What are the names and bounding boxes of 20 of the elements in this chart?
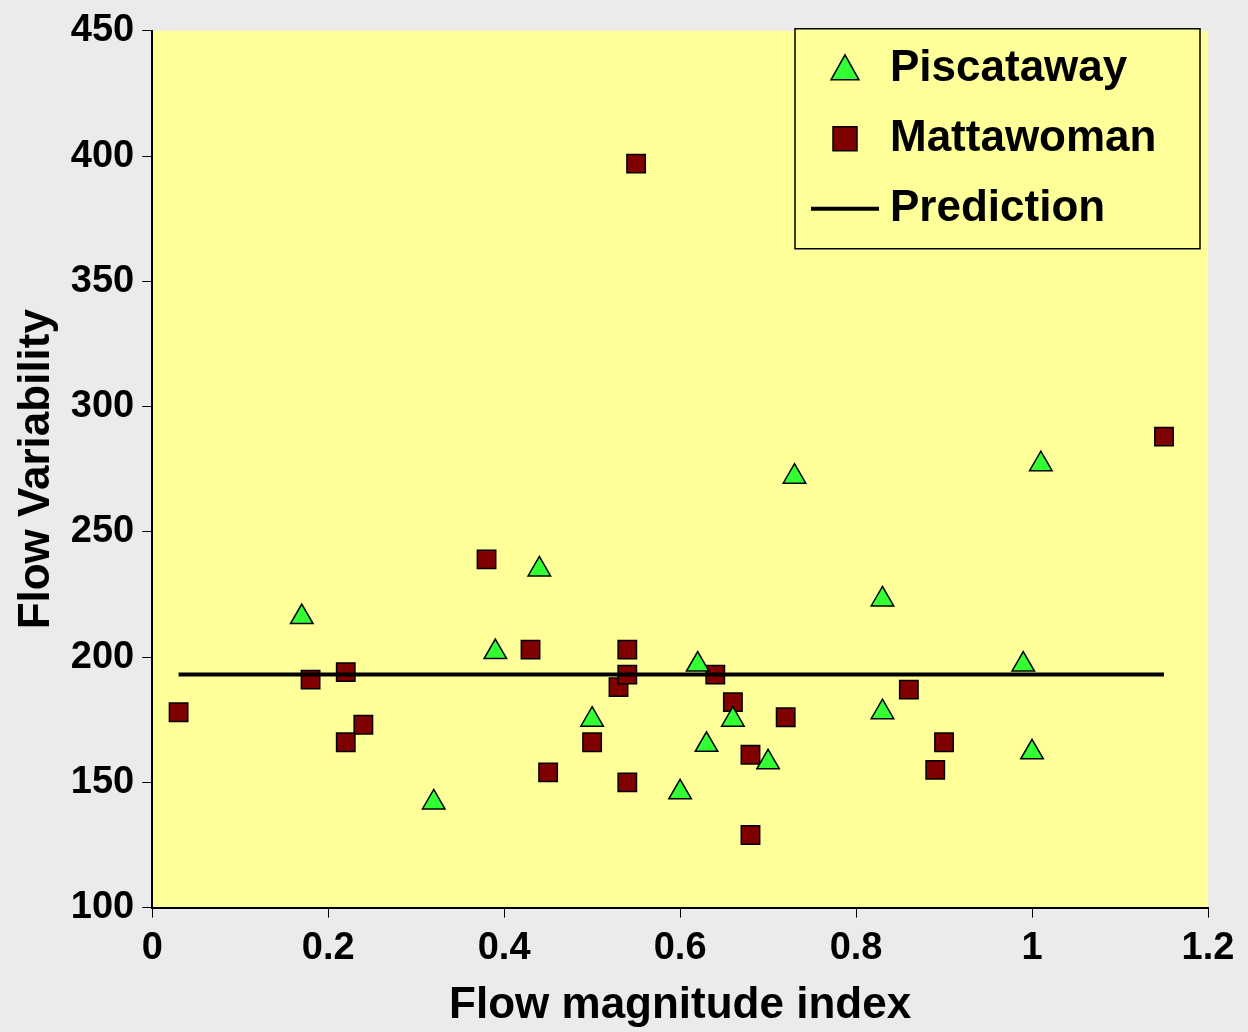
x-tick-label: 1.2 [1181,924,1235,967]
y-tick-label: 300 [70,383,135,426]
y-tick-label: 200 [70,633,135,676]
y-tick-label: 150 [70,758,135,801]
y-tick-label: 450 [70,7,135,50]
y-tick-label: 100 [70,884,135,927]
y-axis-title: Flow Variability [8,308,58,630]
x-tick-label: 0.8 [829,924,883,967]
x-tick-label: 0 [141,924,163,967]
x-tick-label: 1 [1021,924,1043,967]
x-tick-label: 0.2 [301,924,355,967]
x-tick-label: 0.6 [653,924,707,967]
y-tick-label: 400 [70,132,135,175]
legend-label: Piscataway [890,40,1128,90]
legend-label: Mattawoman [890,110,1157,160]
x-axis-title: Flow magnitude index [449,977,912,1027]
y-tick-label: 350 [70,257,135,300]
y-tick-label: 250 [70,508,135,551]
legend-label: Prediction [890,180,1106,230]
x-tick-label: 0.4 [477,924,531,967]
